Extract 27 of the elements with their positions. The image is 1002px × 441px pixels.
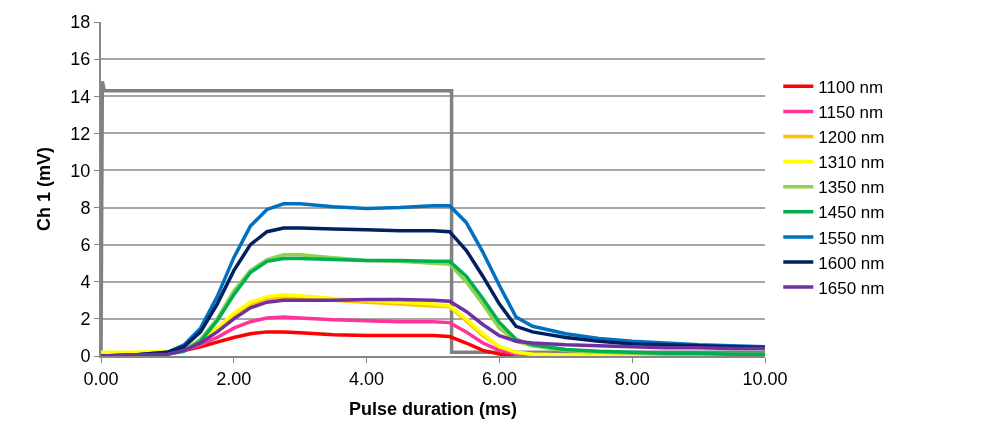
x-tick-label: 0.00	[83, 368, 119, 389]
legend-label: 1200 nm	[818, 128, 885, 148]
y-tick-label: 18	[70, 12, 91, 33]
y-tick-label: 14	[70, 86, 91, 107]
y-tick-label: 0	[80, 346, 91, 367]
y-axis-title: Ch 1 (mV)	[34, 146, 55, 232]
legend-label: 1150 nm	[818, 103, 884, 123]
x-tick-label: 2.00	[216, 368, 252, 389]
y-tick-label: 6	[80, 234, 91, 255]
y-tick-label: 8	[80, 197, 91, 218]
legend-label: 1450 nm	[818, 203, 885, 223]
legend-label: 1310 nm	[818, 153, 885, 173]
x-tick-label: 8.00	[614, 368, 650, 389]
legend-label: 1550 nm	[818, 228, 885, 248]
legend-label: 1100 nm	[818, 77, 884, 97]
legend-label: 1600 nm	[818, 253, 885, 273]
legend-label: 1650 nm	[818, 278, 885, 298]
x-tick-label: 4.00	[349, 368, 385, 389]
y-tick-label: 16	[70, 49, 91, 70]
y-tick-label: 12	[70, 123, 91, 144]
legend-label: 1350 nm	[818, 178, 885, 198]
x-axis-title: Pulse duration (ms)	[348, 399, 518, 420]
y-tick-label: 2	[80, 309, 91, 330]
x-tick-label: 6.00	[481, 368, 517, 389]
y-tick-label: 10	[70, 160, 91, 181]
y-tick-label: 4	[80, 272, 91, 293]
x-tick-label: 10.00	[742, 368, 788, 389]
